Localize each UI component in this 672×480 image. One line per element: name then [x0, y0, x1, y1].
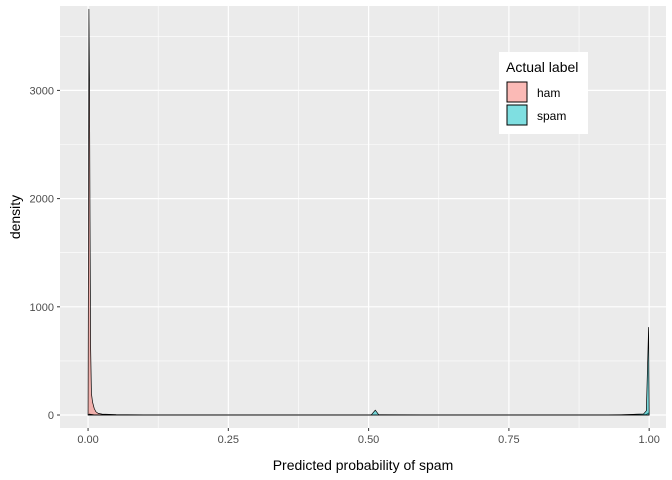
- density-area-spam: [87, 327, 650, 416]
- x-tick-label: 0.75: [498, 434, 519, 446]
- density-areas: [87, 8, 650, 416]
- y-axis: 0 1000 2000 3000: [30, 85, 60, 422]
- legend-label-spam: spam: [537, 109, 566, 123]
- x-axis-title: Predicted probability of spam: [273, 457, 454, 473]
- y-tick-label: 0: [48, 410, 54, 422]
- legend-title: Actual label: [506, 59, 578, 75]
- y-axis-title: density: [7, 195, 23, 239]
- x-tick-label: 0.50: [358, 434, 379, 446]
- legend-key-spam: [506, 104, 528, 126]
- y-tick-label: 2000: [30, 194, 54, 206]
- legend: Actual label ham spam: [499, 52, 588, 134]
- x-tick-label: 0.25: [218, 434, 239, 446]
- x-axis: 0.00 0.25 0.50 0.75 1.00: [77, 428, 660, 446]
- y-tick-label: 1000: [30, 302, 54, 314]
- y-tick-label: 3000: [30, 85, 54, 97]
- x-tick-label: 1.00: [638, 434, 659, 446]
- legend-key-ham: [506, 81, 528, 103]
- x-tick-label: 0.00: [77, 434, 98, 446]
- legend-label-ham: ham: [537, 86, 560, 100]
